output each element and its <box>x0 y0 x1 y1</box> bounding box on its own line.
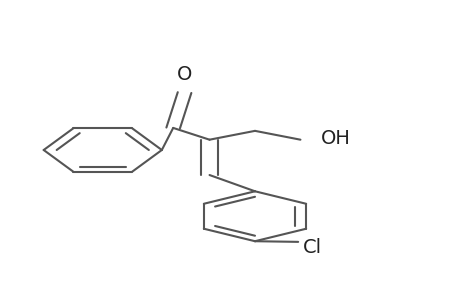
Text: O: O <box>176 65 192 84</box>
Text: Cl: Cl <box>302 238 321 257</box>
Text: OH: OH <box>320 129 350 148</box>
